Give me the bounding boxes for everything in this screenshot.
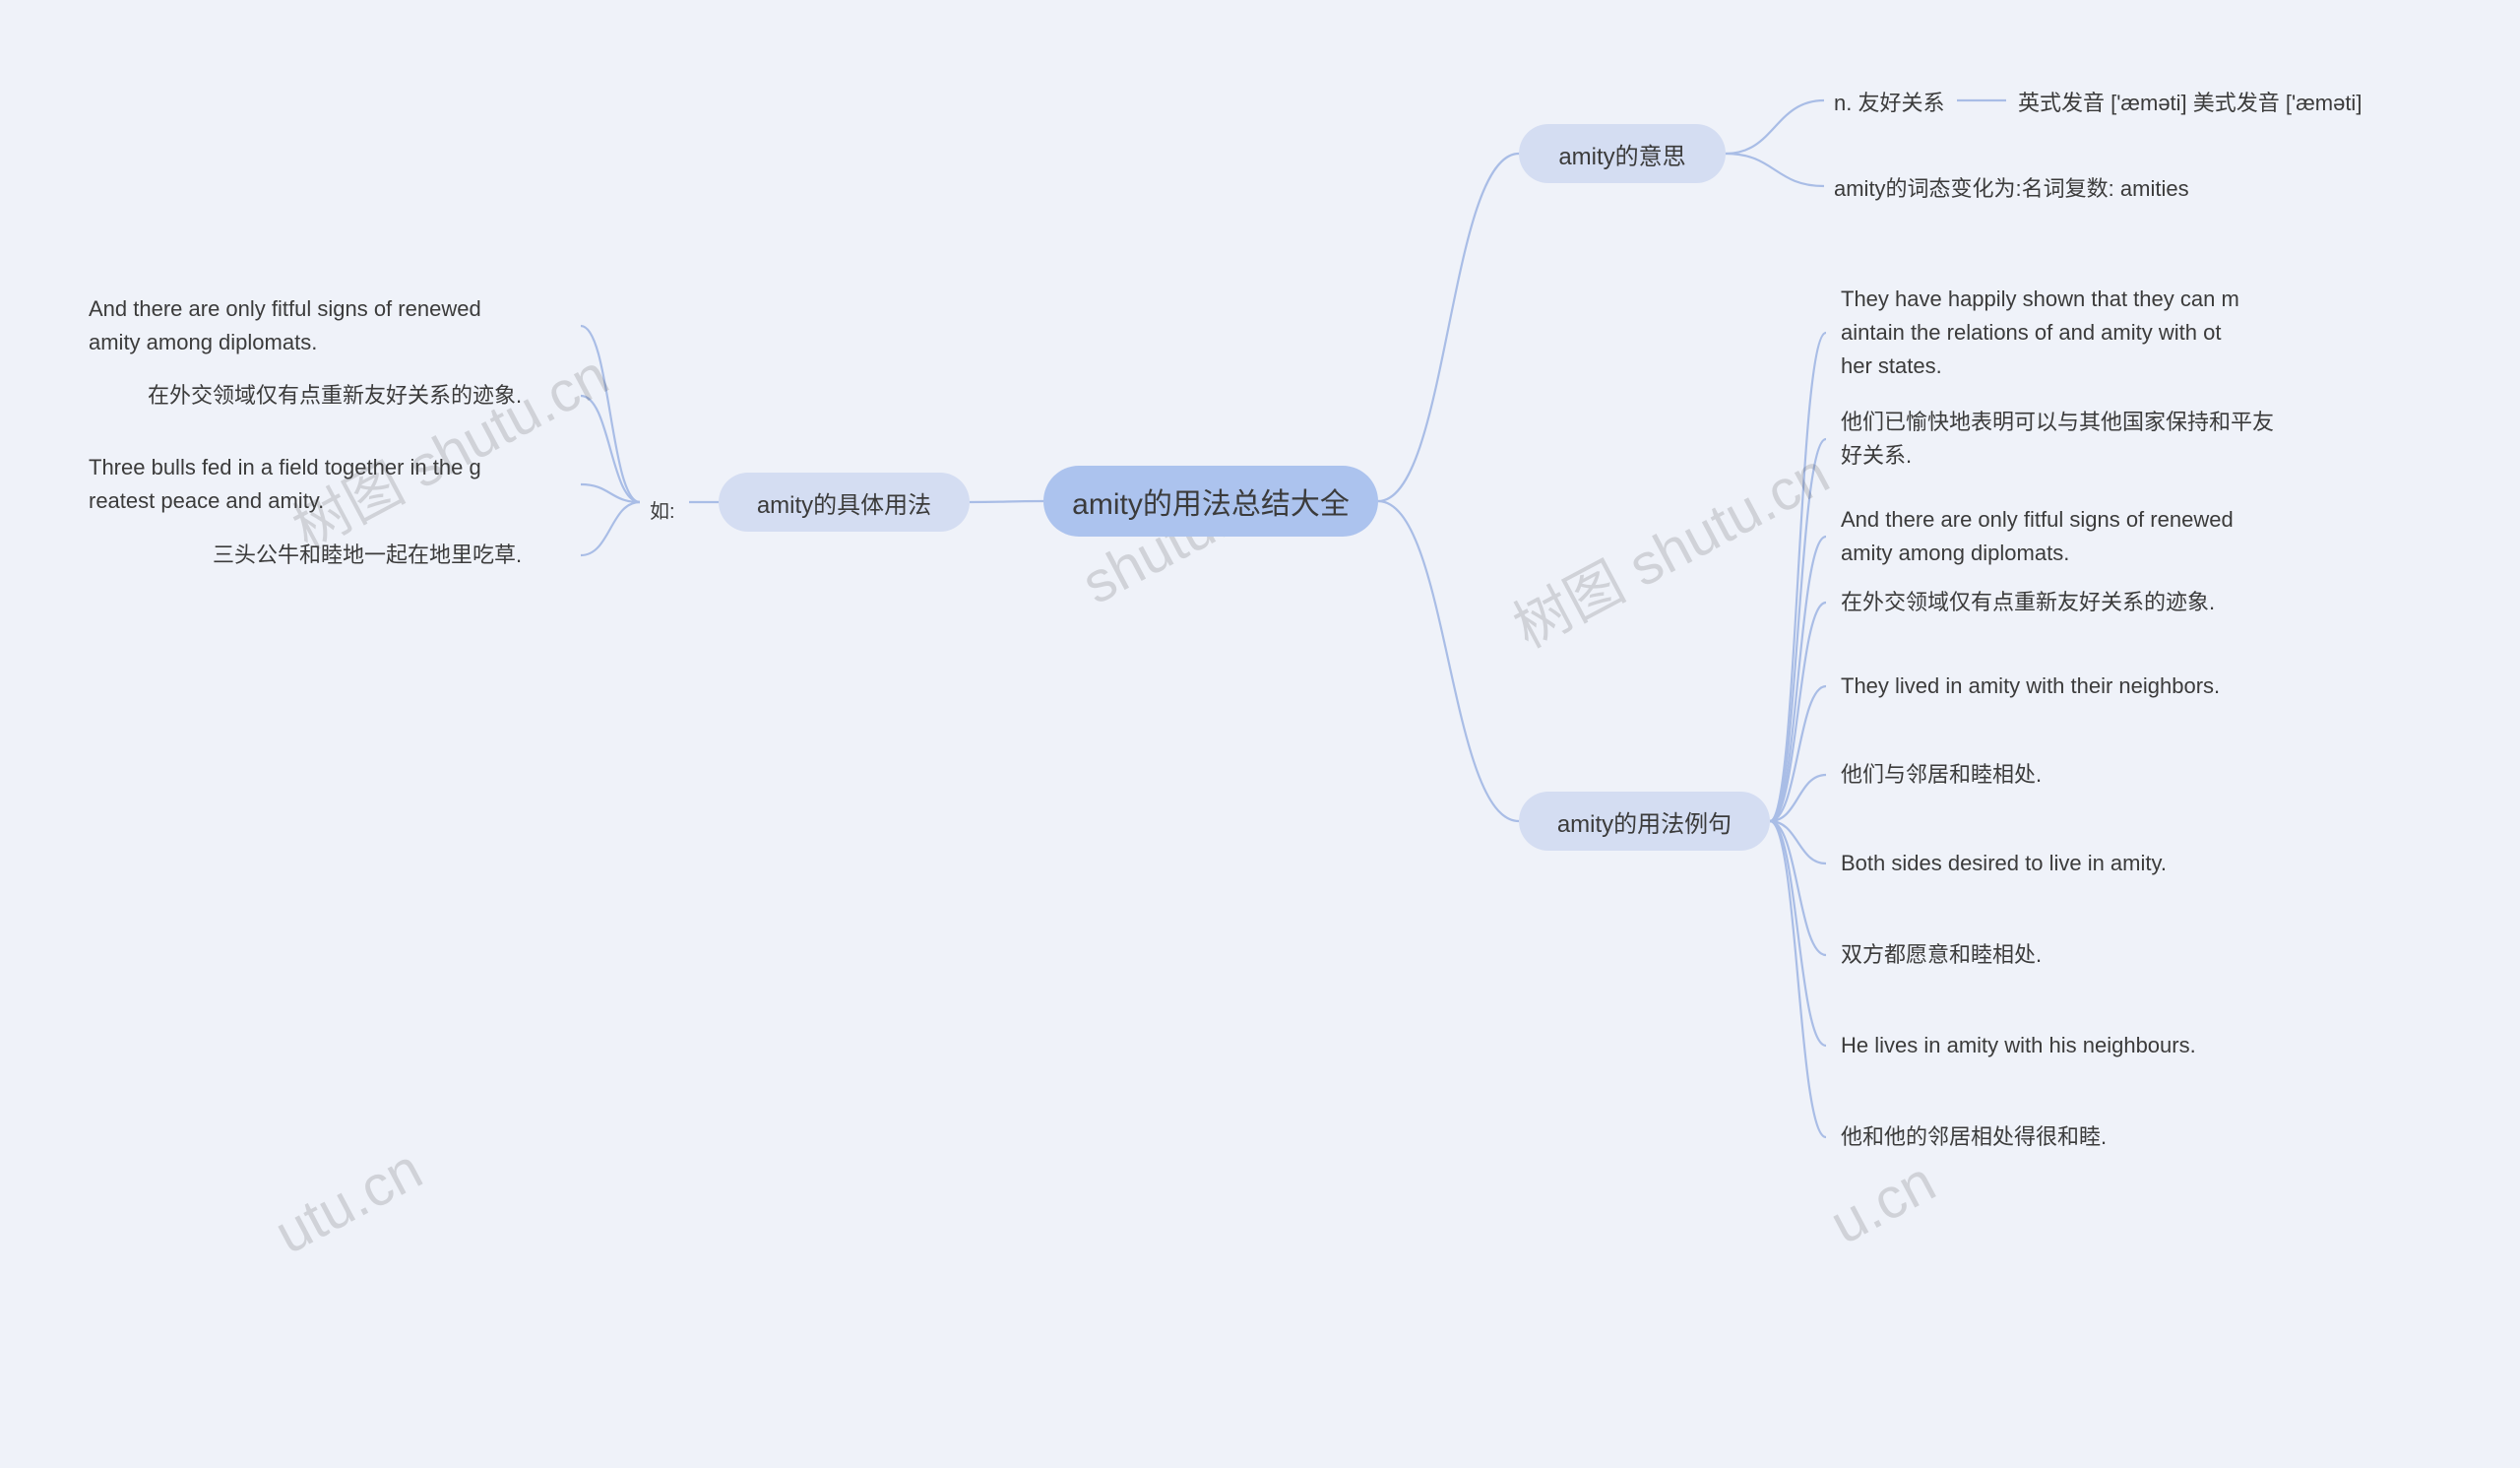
example-item: 在外交领域仅有点重新友好关系的迹象.	[1841, 586, 2215, 619]
meaning-morphology: amity的词态变化为:名词复数: amities	[1834, 172, 2189, 206]
example-item: He lives in amity with his neighbours.	[1841, 1029, 2196, 1062]
meaning-definition: n. 友好关系	[1834, 87, 1944, 120]
example-item: 他和他的邻居相处得很和睦.	[1841, 1120, 2107, 1154]
watermark: 树图 shutu.cn	[1497, 428, 1842, 664]
usage-item: And there are only fitful signs of renew…	[89, 292, 481, 359]
meaning-pronunciation: 英式发音 ['æməti] 美式发音 ['æməti]	[2018, 87, 2362, 120]
example-item: 他们已愉快地表明可以与其他国家保持和平友 好关系.	[1841, 406, 2274, 473]
branch-meaning[interactable]: amity的意思	[1519, 124, 1726, 183]
watermark: utu.cn	[265, 1136, 433, 1267]
connectors	[0, 0, 2520, 1468]
example-item: And there are only fitful signs of renew…	[1841, 503, 2234, 570]
example-item: They lived in amity with their neighbors…	[1841, 670, 2220, 703]
example-item: They have happily shown that they can m …	[1841, 283, 2239, 383]
example-item: Both sides desired to live in amity.	[1841, 847, 2167, 880]
example-item: 双方都愿意和睦相处.	[1841, 938, 2042, 972]
example-item: 他们与邻居和睦相处.	[1841, 758, 2042, 792]
branch-examples[interactable]: amity的用法例句	[1519, 792, 1770, 851]
usage-item: Three bulls fed in a field together in t…	[89, 451, 481, 518]
watermark: 树图 shutu.cn	[277, 330, 621, 565]
branch-usage[interactable]: amity的具体用法	[719, 473, 970, 532]
watermark: u.cn	[1820, 1148, 1946, 1257]
usage-item: 在外交领域仅有点重新友好关系的迹象.	[148, 379, 522, 413]
root-node[interactable]: amity的用法总结大全	[1043, 466, 1378, 537]
usage-connector-label: 如:	[650, 497, 675, 528]
usage-item: 三头公牛和睦地一起在地里吃草.	[213, 539, 522, 572]
